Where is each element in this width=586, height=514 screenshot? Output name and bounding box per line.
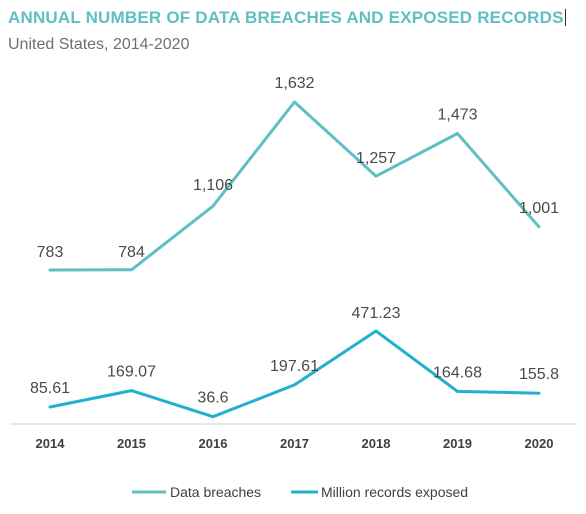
data-label-2-2020: 155.8 (519, 366, 559, 383)
data-label-1-2017: 1,632 (274, 75, 314, 92)
data-point-1-2020 (538, 225, 541, 228)
data-label-1-2015: 784 (118, 244, 145, 261)
x-tick-label-2014: 2014 (36, 436, 66, 451)
data-point-2-2018 (375, 330, 378, 333)
chart-title: ANNUAL NUMBER OF DATA BREACHES AND EXPOS… (8, 8, 566, 27)
data-label-1-2018: 1,257 (356, 150, 396, 167)
data-point-1-2018 (375, 175, 378, 178)
chart-subtitle: United States, 2014-2020 (8, 36, 190, 53)
data-point-2-2019 (456, 390, 459, 393)
x-tick-label-2017: 2017 (280, 436, 309, 451)
x-tick-label-2020: 2020 (525, 436, 554, 451)
x-tick-label-2019: 2019 (443, 436, 472, 451)
data-label-2-2014: 85.61 (30, 380, 70, 397)
data-label-1-2020: 1,001 (519, 200, 559, 217)
data-point-2-2015 (130, 389, 133, 392)
data-point-2-2017 (293, 383, 296, 386)
x-tick-label-2016: 2016 (199, 436, 228, 451)
x-tick-label-2015: 2015 (117, 436, 146, 451)
data-label-2-2018: 471.23 (352, 305, 401, 322)
legend-label-2: Million records exposed (321, 484, 468, 500)
series-line-1 (48, 100, 541, 272)
data-label-1-2014: 783 (37, 244, 64, 261)
data-point-2-2014 (49, 406, 52, 409)
data-point-1-2017 (293, 101, 296, 104)
data-label-2-2016: 36.6 (197, 390, 228, 407)
data-point-1-2015 (130, 268, 133, 271)
data-label-1-2019: 1,473 (437, 107, 477, 124)
data-point-2-2016 (212, 415, 215, 418)
data-label-1-2016: 1,106 (193, 177, 233, 194)
data-label-2-2019: 164.68 (433, 364, 482, 381)
data-point-2-2020 (538, 392, 541, 395)
data-label-2-2017: 197.61 (270, 358, 319, 375)
x-tick-label-2018: 2018 (362, 436, 391, 451)
data-point-1-2019 (456, 132, 459, 135)
data-point-1-2016 (212, 205, 215, 208)
data-label-2-2015: 169.07 (107, 364, 156, 381)
series-line-2 (48, 329, 541, 419)
data-point-1-2014 (49, 269, 52, 272)
text-cursor (564, 9, 566, 26)
legend-label-1: Data breaches (170, 484, 261, 500)
